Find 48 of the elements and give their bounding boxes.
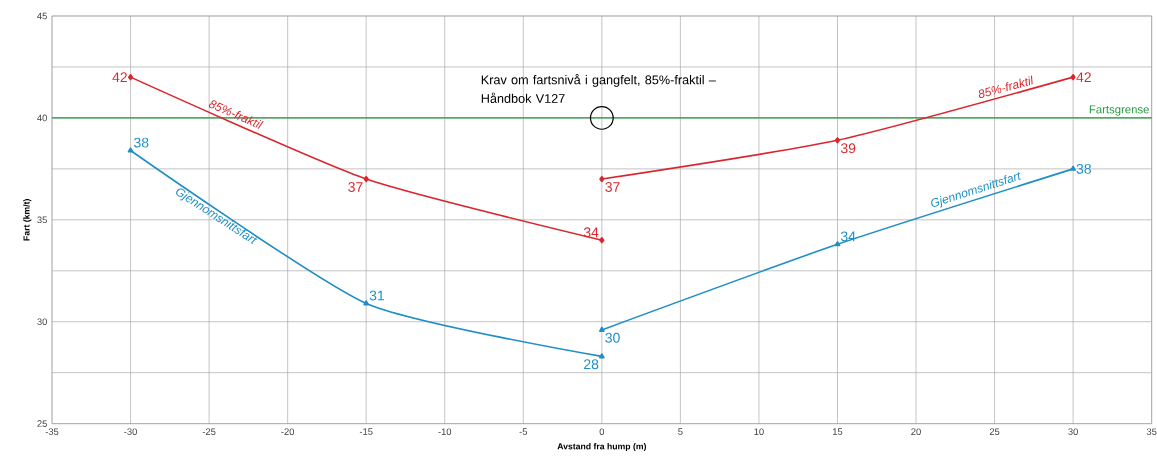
x-tick-label: 0 bbox=[599, 428, 605, 435]
point bbox=[363, 175, 369, 183]
data-label: 37 bbox=[605, 182, 620, 192]
x-tick-label: -10 bbox=[438, 428, 452, 435]
point bbox=[834, 241, 841, 247]
data-label: 34 bbox=[583, 227, 599, 238]
y-tick-label: 30 bbox=[37, 318, 47, 326]
y-tick-label: 35 bbox=[37, 216, 47, 224]
point bbox=[127, 73, 134, 81]
point bbox=[363, 300, 370, 306]
point bbox=[127, 147, 134, 153]
x-tick-label: 30 bbox=[1068, 428, 1078, 435]
data-label: 34 bbox=[840, 231, 856, 242]
x-tick-label: 5 bbox=[678, 428, 683, 435]
y-tick-label: 45 bbox=[37, 12, 47, 20]
data-label: 37 bbox=[348, 182, 363, 192]
data-label: 38 bbox=[1076, 163, 1091, 174]
x-tick-label: 25 bbox=[989, 428, 1000, 435]
x-tick-label: -15 bbox=[359, 428, 373, 435]
x-tick-label: -25 bbox=[202, 428, 216, 435]
ref-line-label: Fartsgrense bbox=[1089, 105, 1149, 116]
x-tick-label: -20 bbox=[281, 428, 295, 435]
point bbox=[834, 137, 841, 144]
point bbox=[599, 175, 605, 183]
x-tick-label: 10 bbox=[754, 428, 764, 435]
point bbox=[599, 237, 605, 244]
data-label: 39 bbox=[840, 143, 856, 154]
annotation: Krav om fartsnivå i gangfelt, 85%-fraktil – Håndbok V127 bbox=[481, 73, 716, 103]
data-label: 42 bbox=[1076, 72, 1091, 83]
data-label: 28 bbox=[584, 359, 599, 370]
data-label: 30 bbox=[605, 332, 620, 343]
x-tick-label: 20 bbox=[911, 428, 921, 435]
point bbox=[598, 326, 605, 332]
x-tick-label: -30 bbox=[124, 428, 137, 435]
x-tick-label: -5 bbox=[519, 428, 528, 435]
point bbox=[1070, 73, 1076, 81]
data-label: 38 bbox=[134, 137, 149, 148]
x-tick-label: 35 bbox=[1146, 428, 1157, 435]
x-tick-label: 15 bbox=[832, 428, 843, 435]
y-tick-label: 40 bbox=[37, 114, 47, 122]
data-label: 31 bbox=[369, 290, 385, 301]
point bbox=[1070, 165, 1076, 171]
y-tick-label: 25 bbox=[37, 420, 47, 427]
x-axis-title: Avstand fra hump (m) bbox=[557, 443, 647, 452]
data-label: 42 bbox=[112, 72, 127, 83]
y-axis-title: Fart (km/t) bbox=[23, 199, 32, 241]
point bbox=[598, 353, 605, 359]
x-tick-label: -35 bbox=[45, 428, 59, 435]
